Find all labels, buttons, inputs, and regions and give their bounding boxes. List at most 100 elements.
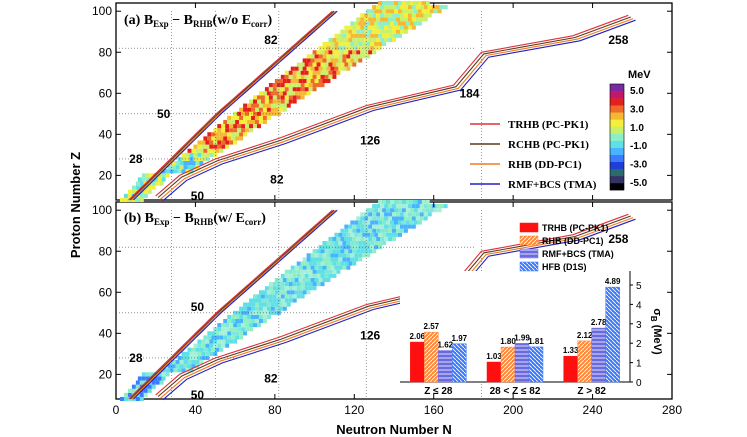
nucleus-cell (394, 208, 398, 213)
nucleus-cell (255, 115, 259, 120)
nucleus-cell (302, 290, 307, 295)
nucleus-cell (165, 169, 170, 174)
nucleus-cell (286, 103, 291, 108)
nucleus-cell (229, 323, 234, 328)
nucleus-cell (302, 78, 307, 84)
nucleus-cell (270, 302, 275, 307)
inset-legend-swatch (519, 222, 539, 233)
inset-legend-label: RMF+BCS (TMA) (542, 249, 614, 259)
nucleus-cell (395, 212, 400, 217)
nucleus-cell (330, 253, 335, 258)
nucleus-cell (397, 220, 402, 225)
inset-y-tick-label: 3 (636, 320, 642, 331)
nucleus-cell (306, 265, 311, 270)
nucleus-cell (328, 269, 333, 274)
nucleus-cell (324, 62, 329, 67)
nucleus-cell (427, 5, 432, 10)
nucleus-cell (227, 331, 232, 336)
nucleus-cell (403, 204, 408, 209)
nucleus-cell (376, 37, 381, 42)
colorbar-segment (610, 91, 624, 99)
nucleus-cell (380, 216, 385, 221)
nucleus-cell (258, 107, 263, 112)
nucleus-cell (354, 253, 359, 258)
nucleus-cell (346, 265, 351, 270)
nucleus-cell (167, 364, 172, 369)
nucleus-cell (296, 269, 301, 274)
nucleus-cell (386, 9, 391, 14)
nucleus-cell (286, 91, 291, 96)
nucleus-cell (324, 261, 329, 266)
nucleus-cell (320, 83, 325, 88)
nucleus-cell (137, 376, 142, 381)
magic-number-label: 28 (129, 351, 143, 365)
nucleus-cell (388, 216, 393, 221)
colorbar-segment (610, 119, 624, 127)
nucleus-cell (401, 199, 406, 205)
neutron-drip-line (157, 215, 631, 397)
inset-bar-value: 1.62 (438, 341, 454, 350)
nucleus-cell (239, 314, 244, 319)
nucleus-cell (388, 37, 393, 42)
nucleus-cell (388, 13, 393, 18)
nucleus-cell (425, 199, 430, 205)
nucleus-cell (332, 50, 337, 55)
nucleus-cell (314, 253, 319, 258)
nucleus-cell (227, 318, 232, 324)
nucleus-cell (147, 189, 152, 194)
nucleus-cell (157, 372, 162, 377)
nucleus-cell (262, 290, 267, 295)
nucleus-cell (197, 152, 202, 157)
nucleus-cell (272, 294, 277, 299)
nucleus-cell (266, 103, 271, 108)
nucleus-cell (419, 212, 424, 217)
nucleus-cell (415, 204, 420, 209)
nucleus-cell (407, 216, 412, 221)
nucleus-cell (235, 132, 240, 137)
nucleus-cell (342, 253, 347, 258)
nucleus-cell (392, 13, 396, 18)
nucleus-cell (264, 95, 269, 100)
nucleus-cell (280, 294, 285, 299)
inset-bar (452, 343, 467, 383)
nucleus-cell (187, 148, 192, 153)
nucleus-cell (205, 343, 210, 348)
nucleus-cell (372, 29, 377, 34)
nucleus-cell (372, 204, 377, 209)
nucleus-cell (346, 46, 351, 51)
nucleus-cell (233, 128, 238, 133)
legend-label: RMF+BCS (TMA) (508, 179, 597, 191)
nucleus-cell (276, 83, 281, 88)
colorbar-segment (610, 175, 624, 184)
inset-bar (591, 327, 606, 383)
nucleus-cell (183, 364, 188, 369)
nucleus-cell (268, 83, 273, 88)
nucleus-cell (362, 41, 367, 47)
nucleus-cell (390, 199, 394, 205)
nucleus-cell (280, 273, 285, 278)
nucleus-cell (352, 224, 357, 229)
nucleus-cell (181, 355, 186, 361)
nucleus-cell (183, 161, 188, 166)
nucleus-cell (342, 66, 347, 71)
nucleus-cell (304, 74, 309, 79)
nucleus-cell (378, 220, 383, 225)
nucleus-cell (262, 103, 267, 108)
nucleus-cell (403, 17, 408, 22)
nucleus-cell (316, 282, 321, 287)
nucleus-cell (165, 372, 170, 377)
nucleus-cell (209, 140, 214, 145)
nucleus-cell (344, 62, 349, 67)
nucleus-cell (388, 29, 393, 34)
nucleus-cell (245, 111, 250, 116)
nucleus-cell (310, 58, 315, 63)
inset-bar (605, 286, 620, 383)
nucleus-cell (368, 249, 373, 254)
nucleus-cell (278, 302, 283, 307)
nucleus-cell (127, 193, 132, 198)
nucleus-cell (153, 177, 158, 182)
nucleus-cell (306, 54, 311, 59)
nucleus-cell (243, 302, 248, 307)
nucleus-cell (421, 208, 426, 213)
proton-drip-line (128, 209, 333, 400)
